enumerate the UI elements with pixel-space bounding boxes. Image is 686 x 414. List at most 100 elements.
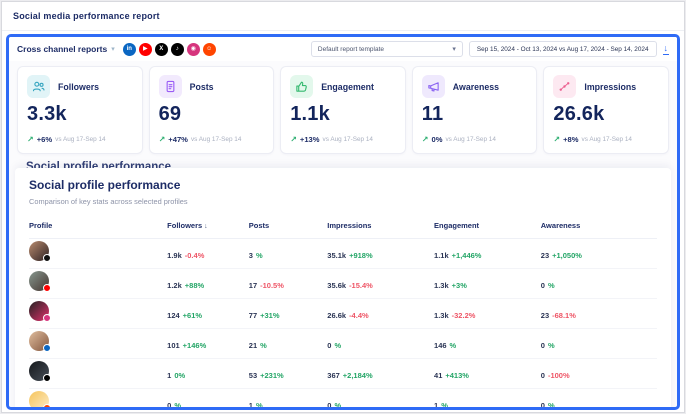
followers-cell: 1 0%: [167, 370, 186, 380]
engagement-cell: 1%: [434, 400, 448, 410]
kpi-change: +6%: [36, 135, 53, 144]
kpi-change: +8%: [563, 135, 579, 144]
profile-avatar[interactable]: [29, 271, 51, 292]
trend-up-icon: ↗: [421, 135, 429, 144]
report-panel: Cross channel reports ▾ in ▶ X ♪ ◉ ☺ Default …: [6, 34, 680, 410]
kpi-card-impressions: Impressions 26.6k ↗ +8% vs Aug 17-Sep 14: [543, 66, 669, 154]
chevron-down-icon: ▾: [452, 46, 456, 53]
chevron-down-icon: ▾: [111, 46, 115, 53]
column-header-engagement[interactable]: Engagement: [434, 221, 480, 230]
youtube-badge-icon: [43, 284, 51, 292]
awareness-cell: 0 -100%: [540, 370, 570, 380]
trend-up-icon: ↗: [290, 135, 297, 144]
followers-cell: 1.9k -0.4%: [167, 250, 205, 260]
reddit-badge-icon: [43, 404, 51, 407]
megaphone-icon: [421, 75, 445, 98]
table-row: 1 0% 53 +231% 367 +2,184% 41 +413% 0 -100%: [29, 359, 657, 389]
impressions-cell: 35.1k +918%: [327, 250, 373, 260]
kpi-value: 26.6k: [553, 103, 605, 125]
profile-avatar[interactable]: [29, 331, 51, 352]
posts-cell: 53 +231%: [248, 370, 284, 380]
date-range-text: Sep 15, 2024 - Oct 13, 2024 vs Aug 17, 2…: [476, 45, 649, 53]
impressions-cell: 0%: [327, 400, 342, 410]
instagram-icon[interactable]: ◉: [186, 42, 200, 56]
posts-icon: [158, 75, 182, 98]
followers-cell: 1.2k +88%: [167, 280, 205, 290]
trend-up-icon: ↗: [158, 135, 166, 144]
table-row: 1.2k +88% 17 -10.5% 35.6k -15.4% 1.3k +3% 0%: [29, 269, 657, 299]
profile-avatar[interactable]: [29, 241, 51, 262]
impressions-cell: 367 +2,184%: [327, 370, 373, 380]
kpi-label: Followers: [58, 81, 100, 92]
scatter-trend-icon: [553, 75, 577, 98]
table-body: 1.9k -0.4% 3% 35.1k +918% 1.1k +1,446% 23 +1…: [29, 239, 657, 410]
column-header-impressions[interactable]: Impressions: [327, 221, 372, 230]
linkedin-icon[interactable]: in: [122, 42, 136, 56]
kpi-card-followers: Followers 3.3k ↗ +6% vs Aug 17-Sep 14: [17, 66, 143, 154]
kpi-card-engagement: Engagement 1.1k ↗ +13% vs Aug 17-Sep 14: [280, 66, 406, 154]
profile-performance-card: Social profile performance Comparison of…: [15, 168, 671, 410]
followers-cell: 101 +146%: [167, 340, 207, 350]
thumbs-up-icon: [290, 75, 314, 98]
kpi-label: Engagement: [321, 81, 374, 92]
kpi-compare-period: vs Aug 17-Sep 14: [581, 136, 632, 143]
engagement-cell: 1.1k +1,446%: [434, 250, 482, 260]
tiktok-badge-icon: [43, 254, 51, 262]
profile-avatar[interactable]: [29, 301, 51, 322]
engagement-cell: 1.3k -32.2%: [434, 310, 476, 320]
top-bar: Social media performance report: [2, 2, 684, 31]
kpi-compare-period: vs Aug 17-Sep 14: [322, 136, 373, 143]
page-title: Social media performance report: [13, 11, 160, 21]
x-icon[interactable]: X: [154, 42, 168, 56]
column-header-profile[interactable]: Profile: [29, 221, 53, 230]
column-header-awareness[interactable]: Awareness: [540, 221, 581, 230]
kpi-change: 0%: [431, 135, 443, 144]
profile-avatar[interactable]: [29, 361, 51, 382]
x-badge-icon: [43, 374, 51, 382]
kpi-value: 3.3k: [27, 103, 67, 125]
posts-cell: 21%: [248, 340, 267, 350]
followers-cell: 124 +61%: [167, 310, 203, 320]
instagram-badge-icon: [43, 314, 51, 322]
trend-up-icon: ↗: [553, 135, 561, 144]
kpi-change: +13%: [299, 135, 320, 144]
kpi-compare-period: vs Aug 17-Sep 14: [190, 136, 242, 143]
kpi-change: +47%: [168, 135, 188, 144]
kpi-label: Impressions: [584, 81, 637, 92]
posts-cell: 17 -10.5%: [248, 280, 284, 290]
kpi-card-posts: Posts 69 ↗ +47% vs Aug 17-Sep 14: [148, 66, 275, 154]
report-name-dropdown[interactable]: Cross channel reports: [17, 44, 108, 54]
toolbar-left: Cross channel reports ▾ in ▶ X ♪ ◉ ☺: [17, 42, 216, 56]
youtube-icon[interactable]: ▶: [138, 42, 152, 56]
table-row: 101 +146% 21% 0% 146% 0%: [29, 329, 657, 359]
download-button[interactable]: ↓: [662, 42, 669, 55]
download-icon: ↓: [663, 42, 669, 53]
template-select[interactable]: Default report template ▾: [310, 41, 463, 57]
engagement-cell: 146%: [434, 340, 457, 350]
column-header-posts[interactable]: Posts: [248, 221, 270, 230]
kpi-label: Awareness: [452, 81, 500, 92]
reddit-icon[interactable]: ☺: [202, 42, 216, 56]
kpi-value: 69: [158, 103, 182, 125]
kpi-label: Posts: [189, 81, 214, 92]
impressions-cell: 35.6k -15.4%: [327, 280, 373, 290]
awareness-cell: 23 +1,050%: [540, 250, 582, 260]
linkedin-badge-icon: [43, 344, 51, 352]
profile-avatar[interactable]: [29, 391, 51, 407]
tiktok-icon[interactable]: ♪: [170, 42, 184, 56]
trend-up-icon: ↗: [27, 135, 34, 144]
kpi-compare-period: vs Aug 17-Sep 14: [55, 136, 106, 143]
table-header-row: Profile Followers ↓ Posts Impressions Eng…: [29, 221, 657, 239]
date-range-picker[interactable]: Sep 15, 2024 - Oct 13, 2024 vs Aug 17, 2…: [468, 41, 657, 57]
posts-cell: 3%: [248, 250, 263, 260]
kpi-compare-period: vs Aug 17-Sep 14: [445, 136, 496, 143]
impressions-cell: 0%: [327, 340, 342, 350]
template-select-value: Default report template: [317, 45, 385, 53]
awareness-cell: 0%: [540, 400, 555, 410]
followers-icon: [27, 75, 50, 98]
section-subtitle: Comparison of key stats across selected …: [29, 197, 188, 206]
column-header-followers[interactable]: Followers ↓: [167, 221, 208, 230]
kpi-value: 11: [421, 103, 444, 125]
channel-icons: in ▶ X ♪ ◉ ☺: [122, 42, 216, 56]
posts-cell: 77 +31%: [248, 310, 280, 320]
